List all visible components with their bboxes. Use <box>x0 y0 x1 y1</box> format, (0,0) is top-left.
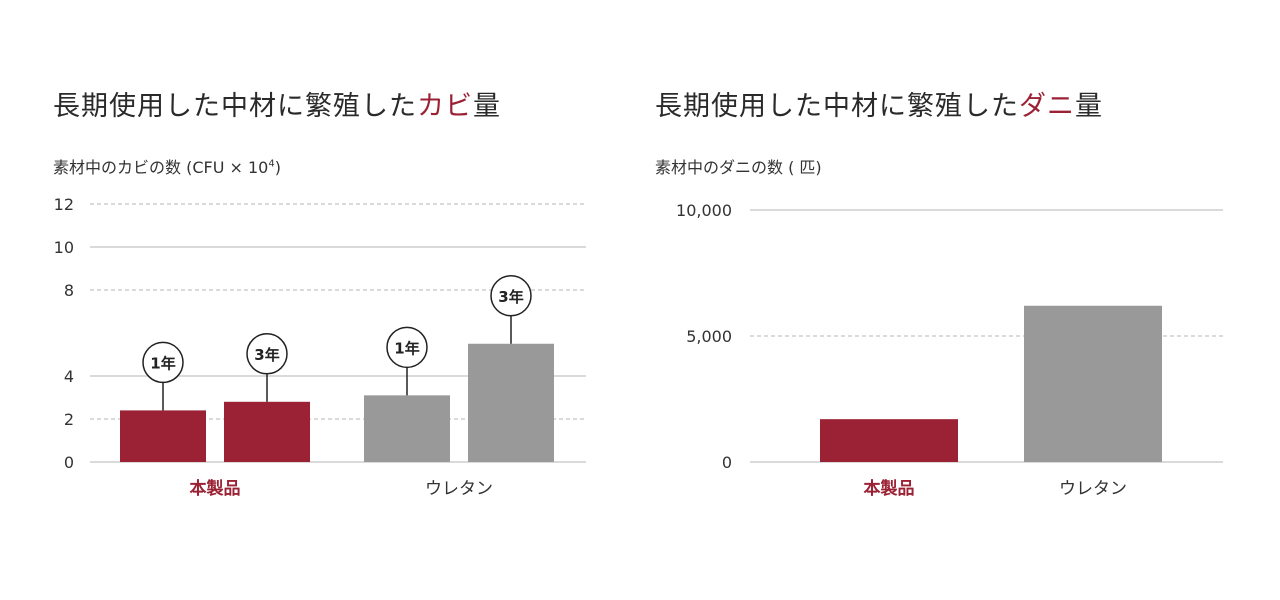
data-bar <box>120 410 206 462</box>
callout-circle <box>490 275 532 317</box>
y-tick-label: 0 <box>722 453 732 472</box>
y-tick-label: 8 <box>64 281 74 300</box>
callout-circle <box>246 333 288 375</box>
data-bar <box>364 395 450 462</box>
y-tick-label: 2 <box>64 410 74 429</box>
mold-chart-title: 長期使用した中材に繁殖したカビ量 <box>53 84 501 123</box>
mite-bar-chart: 0 5,000 10,000 本製品 ウレタン <box>676 201 1223 499</box>
data-bar <box>468 343 554 462</box>
callout-circle <box>386 326 428 369</box>
data-bar <box>1024 305 1162 462</box>
data-bar <box>820 419 958 462</box>
y-tick-label: 5,000 <box>686 327 732 346</box>
callout-label: 1年 <box>150 354 175 372</box>
y-tick-label: 10 <box>54 238 74 257</box>
mite-y-axis-label: 素材中のダニの数 ( 匹) <box>655 158 822 177</box>
category-label: ウレタン <box>1059 479 1127 499</box>
callout-circle <box>142 341 184 384</box>
category-label: 本製品 <box>190 478 241 499</box>
mite-chart-panel: 長期使用した中材に繁殖したダニ量 素材中のダニの数 ( 匹) 0 5,000 10,… <box>640 0 1240 600</box>
callout-label: 3年 <box>254 346 279 364</box>
y-tick-label: 10,000 <box>676 201 732 220</box>
y-tick-label: 4 <box>64 367 74 386</box>
title-suffix: 量 <box>473 91 501 122</box>
title-accent: ダニ <box>1019 91 1075 122</box>
callout-label: 1年 <box>394 339 419 357</box>
title-suffix: 量 <box>1075 91 1103 122</box>
mold-y-axis-label: 素材中のカビの数 (CFU × 104) <box>53 154 281 178</box>
category-label: ウレタン <box>425 479 493 499</box>
callout-label: 3年 <box>498 288 523 306</box>
title-prefix: 長期使用した中材に繁殖した <box>53 91 417 122</box>
y-tick-label: 0 <box>64 453 74 472</box>
unit-close: ) <box>274 158 281 177</box>
mite-chart-title: 長期使用した中材に繁殖したダニ量 <box>655 84 1103 123</box>
unit-text: 素材中のカビの数 (CFU × 10 <box>53 158 269 177</box>
title-prefix: 長期使用した中材に繁殖した <box>655 91 1019 122</box>
title-accent: カビ <box>417 91 473 122</box>
unit-exponent: 4 <box>268 158 275 170</box>
category-label: 本製品 <box>864 478 915 499</box>
data-bar <box>224 401 310 462</box>
y-tick-label: 12 <box>54 195 74 214</box>
